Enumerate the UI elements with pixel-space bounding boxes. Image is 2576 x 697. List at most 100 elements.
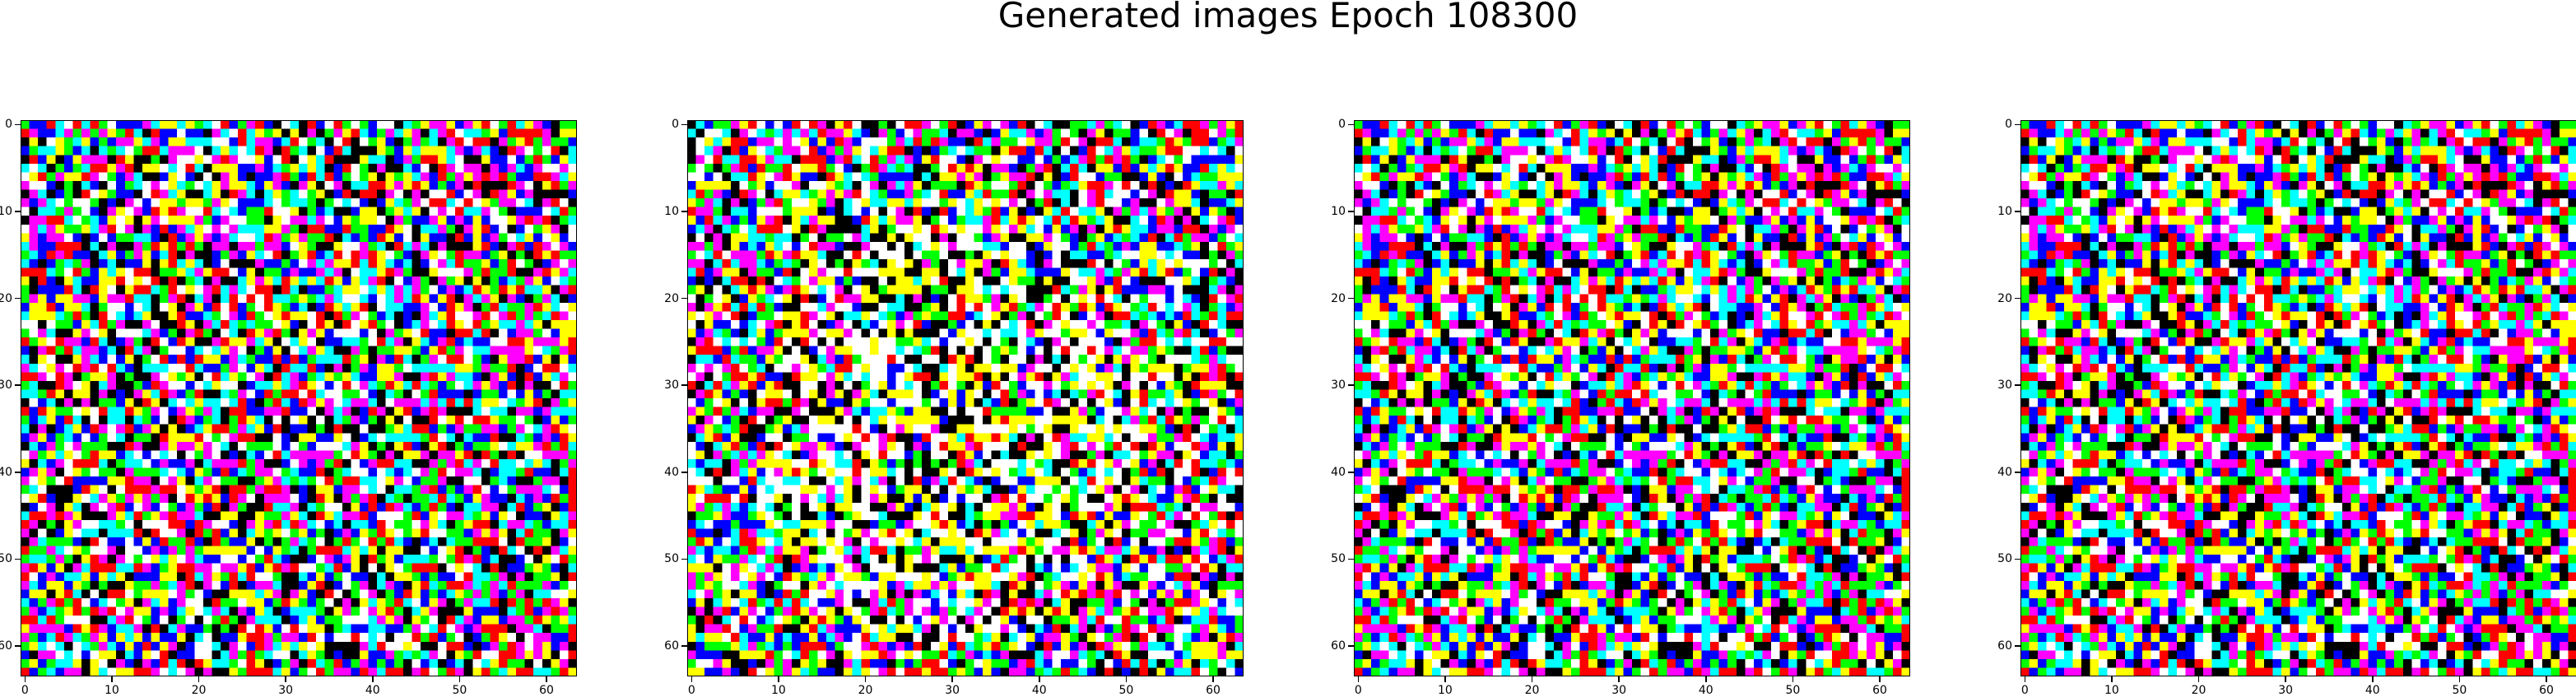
y-tick-mark (1348, 645, 1354, 647)
x-tick-label: 30 (2278, 684, 2294, 697)
y-tick-label: 40 (664, 465, 679, 479)
generated-image-3: 0 10 20 30 40 50 60 0 10 20 30 40 50 60 (1331, 118, 1910, 696)
y-tick-label: 0 (1338, 118, 1346, 132)
y-tick-mark (15, 472, 21, 473)
x-tick-mark (458, 676, 461, 682)
generated-image-3-axes-frame (1354, 120, 1910, 676)
x-tick-label: 0 (687, 684, 695, 697)
y-tick-label: 50 (1997, 552, 2012, 566)
y-tick-mark (15, 211, 21, 212)
x-tick-label: 10 (1437, 684, 1453, 697)
x-tick-label: 30 (1611, 684, 1627, 697)
x-tick-mark (1212, 676, 1214, 682)
y-tick-label: 20 (664, 291, 679, 305)
y-tick-mark (2015, 211, 2020, 212)
y-tick-mark (2015, 558, 2020, 560)
y-tick-mark (681, 211, 687, 212)
y-tick-label: 10 (1997, 204, 2012, 218)
generated-image-2-axes-frame (687, 120, 1244, 676)
x-tick-label: 60 (1206, 684, 1221, 697)
y-tick-label: 30 (664, 379, 679, 393)
y-tick-label: 10 (1331, 204, 1346, 218)
x-tick-mark (2285, 676, 2286, 682)
x-tick-mark (24, 676, 26, 682)
y-tick-mark (2015, 123, 2020, 126)
x-tick-mark (285, 676, 286, 682)
y-tick-label: 50 (1331, 552, 1346, 566)
generated-image-4-pixels (2020, 120, 2576, 676)
x-tick-label: 0 (2020, 684, 2029, 697)
y-tick-label: 60 (1997, 639, 2012, 653)
x-tick-mark (1531, 676, 1533, 682)
x-tick-label: 50 (1118, 684, 1134, 697)
y-tick-mark (1348, 384, 1354, 386)
y-tick-mark (2015, 384, 2020, 386)
y-tick-label: 40 (1331, 465, 1346, 479)
x-tick-label: 30 (945, 684, 960, 697)
x-tick-mark (1705, 676, 1707, 682)
y-tick-label: 20 (0, 291, 12, 305)
x-tick-mark (951, 676, 953, 682)
y-tick-label: 0 (2005, 118, 2012, 132)
y-tick-mark (15, 123, 21, 126)
x-tick-mark (2197, 676, 2200, 682)
generated-image-2-pixels (687, 120, 1244, 676)
x-tick-mark (1618, 676, 1620, 682)
x-tick-mark (111, 676, 113, 682)
x-tick-mark (778, 676, 779, 682)
y-tick-label: 60 (1331, 639, 1346, 653)
y-tick-mark (681, 645, 687, 647)
x-tick-label: 40 (1698, 684, 1713, 697)
x-tick-label: 10 (770, 684, 786, 697)
y-tick-mark (2015, 645, 2020, 647)
y-tick-label: 30 (1331, 379, 1346, 393)
y-tick-label: 60 (0, 639, 12, 653)
y-tick-mark (681, 123, 687, 126)
y-tick-label: 20 (1331, 291, 1346, 305)
generated-image-1: 0 10 20 30 40 50 60 0 10 20 30 40 50 60 (0, 118, 577, 696)
x-tick-label: 60 (2539, 684, 2554, 697)
x-tick-mark (2111, 676, 2113, 682)
generated-image-2: 0 10 20 30 40 50 60 0 10 20 30 40 50 60 (664, 118, 1244, 696)
figure-title: Generated images Epoch 108300 (997, 0, 1579, 35)
x-tick-label: 40 (2364, 684, 2380, 697)
y-tick-label: 30 (1997, 379, 2012, 393)
x-tick-label: 60 (1872, 684, 1887, 697)
x-tick-label: 50 (2452, 684, 2467, 697)
x-tick-mark (864, 676, 867, 682)
x-tick-mark (546, 676, 547, 682)
x-tick-label: 40 (365, 684, 380, 697)
y-tick-mark (15, 645, 21, 647)
y-tick-label: 40 (0, 465, 12, 479)
y-tick-mark (1348, 558, 1354, 560)
x-tick-mark (372, 676, 374, 682)
x-tick-mark (198, 676, 200, 682)
x-tick-mark (1039, 676, 1040, 682)
y-tick-mark (681, 297, 687, 300)
x-tick-mark (2372, 676, 2374, 682)
y-tick-mark (681, 472, 687, 473)
x-tick-mark (1357, 676, 1360, 682)
y-tick-mark (15, 297, 21, 300)
y-tick-label: 0 (672, 118, 679, 132)
y-tick-mark (681, 384, 687, 386)
y-tick-label: 60 (664, 639, 679, 653)
x-tick-label: 50 (1785, 684, 1801, 697)
y-tick-label: 20 (1997, 291, 2012, 305)
x-tick-label: 50 (452, 684, 467, 697)
x-tick-label: 0 (1354, 684, 1362, 697)
y-tick-label: 40 (1997, 465, 2012, 479)
y-tick-mark (1348, 297, 1354, 300)
x-tick-mark (1792, 676, 1794, 682)
generated-image-4-axes-frame (2020, 120, 2576, 676)
x-tick-mark (2546, 676, 2547, 682)
x-tick-mark (1879, 676, 1881, 682)
y-tick-label: 0 (5, 118, 12, 132)
x-tick-mark (2024, 676, 2026, 682)
y-tick-mark (1348, 472, 1354, 473)
generated-image-1-axes-frame (21, 120, 577, 676)
y-tick-mark (15, 384, 21, 386)
x-tick-label: 40 (1031, 684, 1047, 697)
x-tick-label: 10 (2104, 684, 2119, 697)
x-tick-label: 60 (539, 684, 554, 697)
